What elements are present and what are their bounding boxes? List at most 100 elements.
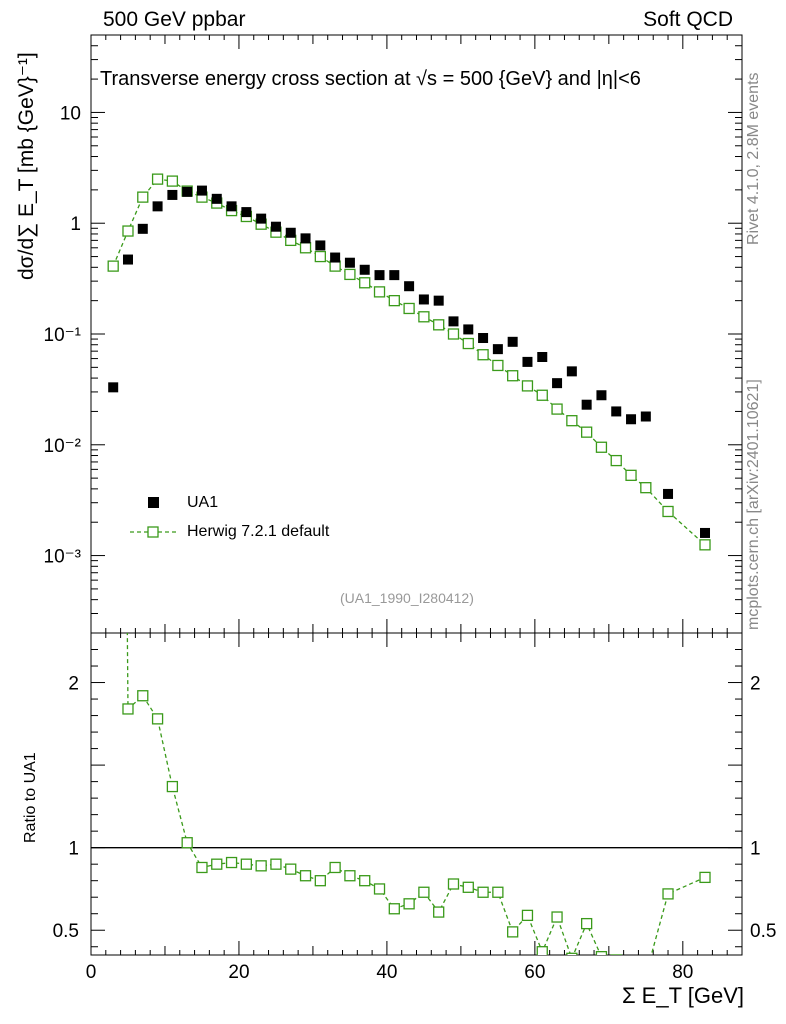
mc-point [595,441,608,453]
ratio-point [492,886,504,898]
ratio-point [536,946,548,955]
data-point [108,382,119,393]
ratio-point [462,881,474,893]
mc-point [462,337,474,350]
y-tick-label: 10⁻³ [44,547,82,568]
ratio-point [314,875,326,887]
data-point [478,333,489,344]
ratio-point [507,926,519,938]
ratio-point [418,886,430,898]
ratio-point [403,898,415,910]
data-point [448,316,459,327]
ratio-point [299,870,312,882]
mc-point [507,370,519,382]
mc-point [418,311,430,323]
data-point [196,185,207,196]
main-plot-frame [90,34,743,634]
data-point [270,221,281,232]
mc-point [151,173,164,185]
ratio-point [285,863,297,875]
data-point [611,406,622,417]
x-tick-label: 0 [86,962,97,983]
mc-point [536,389,548,401]
ratio-point [521,909,534,922]
mcplots-label: mcplots.cern.ch [arXiv:2401.10621] [745,379,762,630]
data-point [374,270,385,281]
data-point [700,527,711,538]
mc-point [137,191,149,203]
ratio-point [270,858,282,870]
mc-point [492,359,504,372]
mc-point [166,175,179,187]
data-point [552,378,563,389]
ratio-y-axis-label: Ratio to UA1 [22,752,39,843]
data-point [433,295,444,306]
data-point [256,213,267,224]
y-tick-label: 10 [60,103,81,124]
ratio-y-tick-label: 2 [68,674,79,695]
ratio-y-tick-label: 0.5 [53,921,79,942]
mc-point [329,260,341,272]
ratio-point [699,871,711,884]
mc-point [477,349,489,361]
x-tick-label: 20 [228,962,249,983]
ratio-point [329,861,341,874]
chart-title: Transverse energy cross section at √s = … [100,68,641,90]
ratio-point [662,888,674,900]
ratio-point [551,911,563,923]
ratio-plot-frame [90,632,743,956]
mc-series-line [112,178,706,546]
data-point [418,294,429,305]
data-point [463,324,474,335]
ratio-point [137,690,149,702]
mc-point [662,505,674,518]
ratio-point [359,875,371,887]
mc-point [388,295,400,307]
main-plot-area [107,173,711,551]
data-point [389,270,400,281]
x-tick-label: 80 [672,962,693,983]
ratio-point [240,858,253,870]
data-point [626,414,637,425]
header-right-label: Soft QCD [643,8,733,31]
mc-point [359,277,371,289]
y-tick-label: 10⁻¹ [44,325,82,346]
data-point [211,193,222,204]
mc-point [699,539,711,551]
legend-label-data: UA1 [187,494,219,511]
x-tick-label: 40 [376,962,397,983]
ratio-point [255,860,267,872]
ratio-point [388,903,400,915]
mc-point [107,260,119,272]
ratio-point [433,906,445,918]
mc-point [551,403,563,415]
mc-point [373,286,386,298]
header-left-label: 500 GeV ppbar [103,8,246,31]
mc-point [344,268,356,281]
ratio-point [566,952,578,955]
data-point [596,390,607,401]
ratio-point [151,713,164,725]
ratio-point [344,870,356,882]
data-point [507,336,518,347]
data-point [566,366,577,377]
x-tick-label: 60 [524,962,545,983]
legend-marker-data [148,497,159,508]
mc-point [122,225,134,237]
legend-marker-mc [147,526,159,538]
mc-point [403,302,415,315]
mc-point [640,482,652,494]
data-point [315,240,326,251]
y-axis-label: dσ/d∑ E_T [mb {GeV}⁻¹] [15,52,38,280]
ratio-y-tick-label-right: 1 [750,839,761,860]
data-point [285,227,296,238]
ratio-point [610,954,622,955]
ratio-point [122,703,134,715]
rivet-version-label: Rivet 4.1.0, 2.8M events [745,72,762,245]
y-tick-label: 1 [70,214,81,235]
ratio-point [373,883,386,895]
data-point [581,399,592,410]
ratio-point [166,780,179,793]
ratio-y-tick-label: 1 [68,839,79,860]
